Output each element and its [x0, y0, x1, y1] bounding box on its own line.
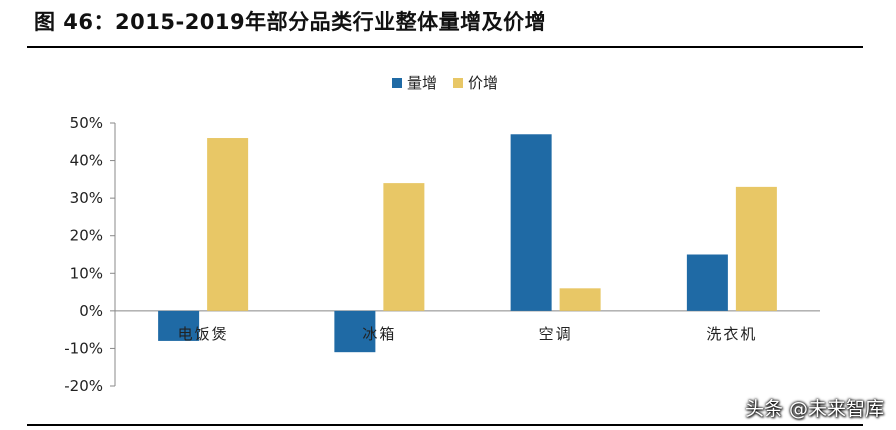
bar-price-3	[559, 288, 601, 311]
y-tick-label: 40%	[70, 152, 103, 170]
y-tick-label: 20%	[70, 227, 103, 245]
x-category-label: 冰箱	[362, 325, 396, 343]
bar-volume-2	[334, 310, 376, 353]
chart-legend: 量增 价增	[392, 72, 514, 93]
title-rule	[27, 46, 863, 48]
y-tick-label: 50%	[70, 114, 103, 132]
bottom-rule	[27, 424, 863, 426]
legend-swatch-price	[453, 77, 464, 88]
y-tick-label: 30%	[70, 189, 103, 207]
bar-price-2	[383, 183, 425, 311]
y-tick-label: 10%	[70, 264, 103, 282]
bar-price-4	[735, 186, 777, 311]
legend-label-volume: 量增	[407, 74, 438, 92]
legend-label-price: 价增	[468, 74, 499, 92]
legend-item-volume: 量增	[392, 72, 437, 93]
bar-price-1	[207, 138, 249, 311]
legend-item-price: 价增	[453, 72, 498, 93]
y-tick-label: -10%	[64, 339, 103, 357]
x-category-label: 电饭煲	[178, 325, 229, 343]
bar-volume-3	[510, 134, 552, 311]
bar-volume-4	[686, 254, 728, 311]
watermark: 头条 @未来智库	[744, 398, 884, 420]
legend-swatch-volume	[392, 77, 402, 88]
x-category-label: 洗衣机	[706, 325, 757, 343]
figure-title: 图 46：2015-2019年部分品类行业整体量增及价增	[34, 10, 547, 34]
bar-volume-1	[158, 310, 200, 341]
x-category-label: 空调	[539, 325, 573, 343]
y-tick-label: 0%	[79, 302, 103, 320]
y-tick-label: -20%	[64, 377, 103, 395]
